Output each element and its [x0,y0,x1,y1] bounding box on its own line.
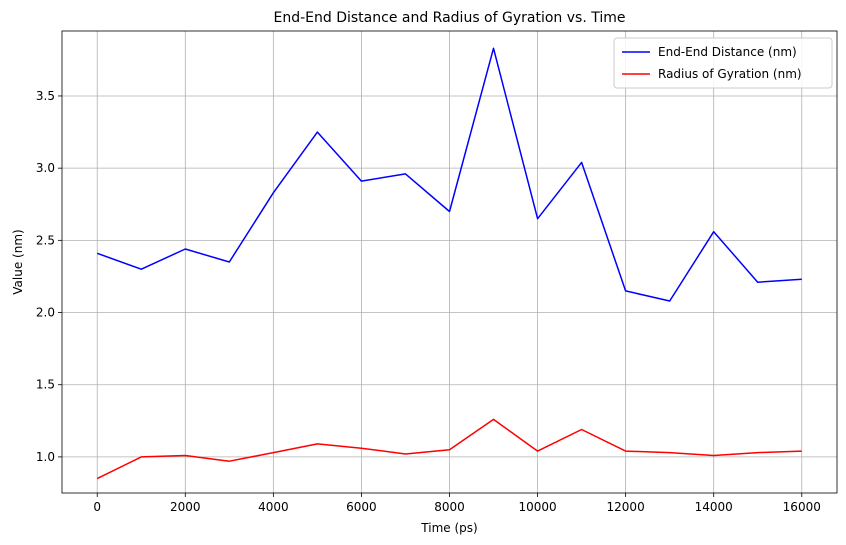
x-tick-label: 4000 [258,500,289,514]
y-tick-label: 1.0 [36,450,55,464]
x-tick-label: 8000 [434,500,465,514]
x-tick-label: 6000 [346,500,377,514]
y-tick-label: 3.5 [36,89,55,103]
x-tick-label: 10000 [518,500,556,514]
x-axis-label: Time (ps) [420,521,477,535]
y-tick-label: 2.5 [36,233,55,247]
x-tick-label: 16000 [783,500,821,514]
legend-entry: Radius of Gyration (nm) [658,67,802,81]
x-tick-label: 12000 [607,500,645,514]
y-tick-label: 2.0 [36,306,55,320]
legend-box [613,37,833,89]
series-lines [96,47,802,480]
y-axis-label: Value (nm) [11,229,25,294]
y-axis-ticks: 1.0 1.5 2.0 2.5 3.0 3.5 [36,89,62,464]
y-tick-label: 3.0 [36,161,55,175]
series-line-radius-of-gyration [96,418,802,480]
x-tick-label: 0 [93,500,101,514]
grid [62,31,837,493]
legend-entry: End-End Distance (nm) [658,45,797,59]
x-axis-ticks: 0 2000 4000 6000 8000 10000 12000 14000 16000 [93,493,821,514]
y-tick-label: 1.5 [36,378,55,392]
x-tick-label: 14000 [695,500,733,514]
legend: End-End Distance (nm) Radius of Gyration … [613,37,833,89]
chart-title: End-End Distance and Radius of Gyration … [274,10,626,26]
series-line-end-end-distance [96,47,802,302]
x-tick-label: 2000 [170,500,201,514]
